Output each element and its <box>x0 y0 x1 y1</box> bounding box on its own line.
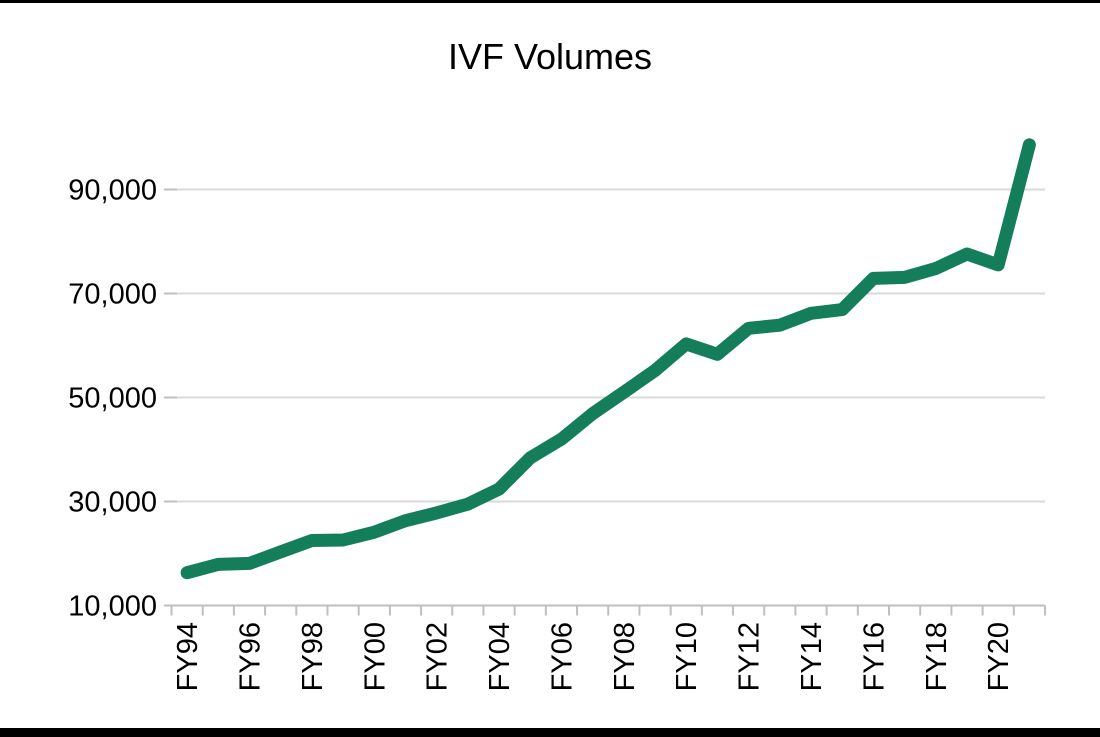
x-axis-label: FY98 <box>297 622 329 691</box>
y-axis-label: 70,000 <box>68 279 157 311</box>
x-axis-label: FY14 <box>796 622 828 691</box>
chart-title: IVF Volumes <box>447 36 653 77</box>
bottom-border-line <box>0 728 1100 737</box>
y-axis-label: 10,000 <box>68 591 157 623</box>
x-axis-label: FY00 <box>359 622 391 691</box>
y-axis-label: 90,000 <box>68 175 157 207</box>
x-axis-label: FY12 <box>734 622 766 691</box>
data-line-series <box>180 138 1036 580</box>
x-axis-label: FY10 <box>671 622 703 691</box>
x-axis-label: FY94 <box>172 622 204 691</box>
y-axis-label: 30,000 <box>68 487 157 519</box>
x-axis-label: FY08 <box>609 622 641 691</box>
x-axis-label: FY16 <box>858 622 890 691</box>
x-axis-label: FY20 <box>983 622 1015 691</box>
x-axis-label: FY96 <box>234 622 266 691</box>
x-axis-label: FY06 <box>546 622 578 691</box>
y-axis-label: 50,000 <box>68 383 157 415</box>
top-border-line <box>0 0 1100 3</box>
x-axis-label: FY04 <box>484 622 516 691</box>
x-axis-label: FY18 <box>921 622 953 691</box>
x-axis-label: FY02 <box>422 622 454 691</box>
